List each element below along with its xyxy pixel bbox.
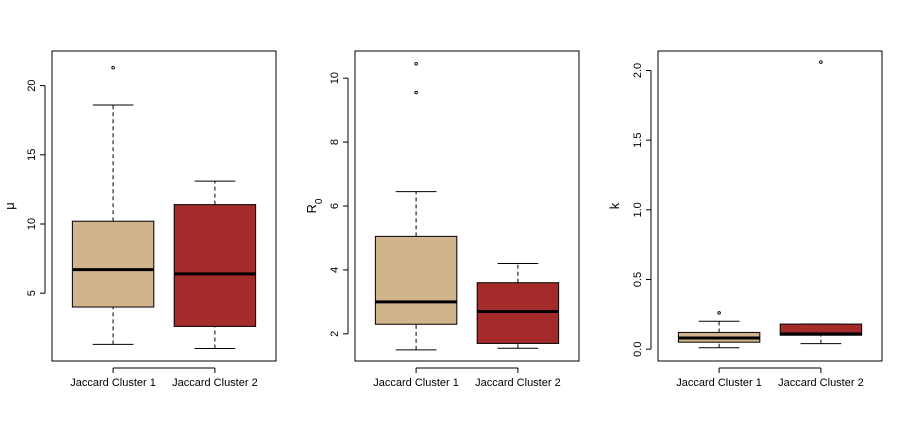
box [71, 220, 155, 308]
outlier-point [717, 311, 721, 315]
y-axis-label: k [607, 202, 622, 209]
y-tick-label: 10 [329, 72, 341, 84]
y-tick-label: 0.0 [632, 342, 644, 357]
x-tick-label: Jaccard Cluster 2 [172, 377, 258, 389]
x-tick-label: Jaccard Cluster 1 [70, 377, 156, 389]
outlier-point [414, 62, 418, 66]
x-tick-label: Jaccard Cluster 2 [778, 377, 864, 389]
x-tick-label: Jaccard Cluster 1 [373, 377, 459, 389]
y-tick-label: 20 [26, 79, 38, 91]
y-tick-label: 1.5 [632, 133, 644, 148]
box [476, 282, 560, 344]
panel-frame [51, 50, 277, 362]
y-tick-label: 0.5 [632, 272, 644, 287]
panel-frame [354, 50, 580, 362]
y-tick-label: 15 [26, 149, 38, 161]
panel-frame [657, 50, 883, 362]
outlier-point [819, 60, 823, 64]
y-tick-label: 5 [26, 290, 38, 296]
x-tick-label: Jaccard Cluster 2 [475, 377, 561, 389]
y-tick-label: 6 [329, 203, 341, 209]
outlier-point [111, 65, 115, 70]
y-tick-label: 2.0 [632, 63, 644, 78]
y-tick-label: 10 [26, 218, 38, 230]
y-tick-label: 8 [329, 139, 341, 145]
y-tick-label: 1.0 [632, 202, 644, 217]
x-tick-label: Jaccard Cluster 1 [676, 377, 762, 389]
box [374, 235, 458, 325]
y-tick-label: 2 [329, 331, 341, 337]
y-tick-label: 4 [329, 267, 341, 273]
y-axis-label: μ [2, 202, 17, 210]
box [173, 204, 257, 327]
outlier-point [414, 90, 418, 95]
